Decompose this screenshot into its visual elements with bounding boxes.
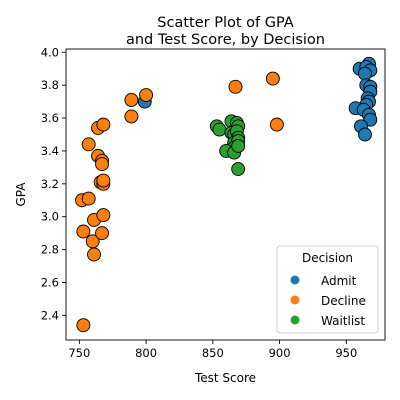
point-admit <box>358 127 372 142</box>
chart-title-line-1: Scatter Plot of GPA <box>157 15 293 31</box>
y-tick-label: 2.6 <box>41 275 59 289</box>
legend: Decision Admit Decline Waitlist <box>276 245 379 334</box>
x-tick-label: 950 <box>335 346 357 360</box>
axis-ticks: 750 800 850 900 950 2.4 2.6 2.8 3.0 3.2 3.4 3.6 3.8 4… <box>41 45 358 360</box>
point-waitlist <box>231 162 246 176</box>
y-tick-label: 3.2 <box>41 177 59 191</box>
point-admit <box>358 66 372 81</box>
point-waitlist <box>212 122 227 137</box>
point-decline <box>95 157 109 172</box>
point-decline <box>269 117 284 132</box>
legend-marker-waitlist <box>290 315 300 325</box>
point-decline <box>81 191 96 206</box>
legend-label-admit: Admit <box>321 274 357 288</box>
x-tick-label: 850 <box>202 346 224 360</box>
point-decline <box>76 318 91 333</box>
point-decline <box>228 79 243 94</box>
y-tick-label: 4.0 <box>41 45 59 59</box>
point-decline <box>96 173 111 188</box>
chart-title-line-2: and Test Score, by Decision <box>126 32 325 48</box>
legend-label-decline: Decline <box>321 294 366 308</box>
x-tick-label: 900 <box>269 346 291 360</box>
x-tick-label: 800 <box>135 346 157 360</box>
legend-marker-admit <box>290 275 300 285</box>
point-decline <box>95 226 109 241</box>
point-decline <box>87 247 101 262</box>
y-axis-label: GPA <box>14 182 28 207</box>
point-decline <box>96 208 111 223</box>
point-decline <box>96 117 111 132</box>
point-decline <box>76 224 91 239</box>
y-tick-label: 3.8 <box>41 78 59 92</box>
y-tick-label: 2.8 <box>41 243 59 257</box>
y-tick-label: 3.6 <box>41 111 59 125</box>
y-tick-label: 3.4 <box>41 144 59 158</box>
point-decline <box>124 93 139 107</box>
point-decline <box>81 137 96 152</box>
point-decline <box>265 71 280 86</box>
data-points <box>75 56 378 333</box>
point-decline <box>139 88 154 102</box>
point-waitlist <box>231 139 246 153</box>
legend-marker-decline <box>290 295 300 305</box>
plot-frame <box>65 48 386 341</box>
legend-label-waitlist: Waitlist <box>321 314 365 328</box>
x-axis-label: Test Score <box>194 371 256 385</box>
legend-title: Decision <box>302 251 353 265</box>
x-tick-label: 750 <box>68 346 90 360</box>
point-decline <box>124 109 139 124</box>
y-tick-label: 3.0 <box>41 210 59 224</box>
y-tick-label: 2.4 <box>41 308 59 322</box>
legend-frame <box>276 245 379 334</box>
